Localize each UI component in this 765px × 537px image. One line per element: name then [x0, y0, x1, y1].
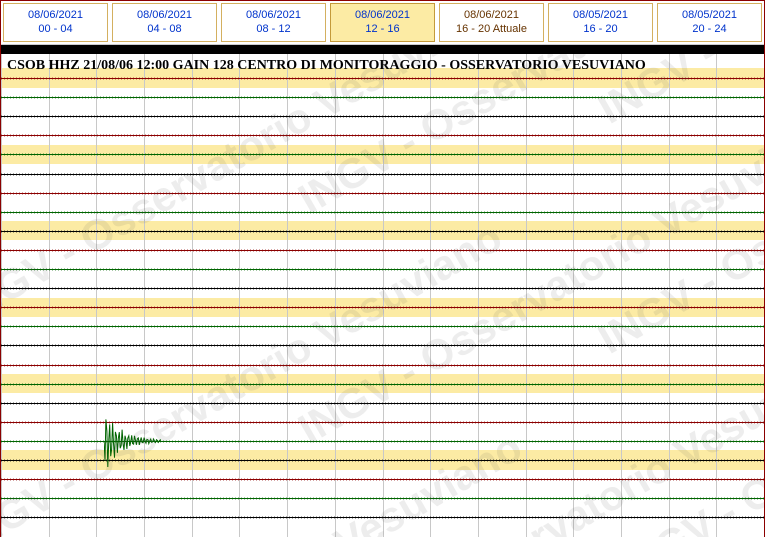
tab-range: 08 - 12 [256, 23, 290, 35]
trace-noise [1, 134, 764, 137]
time-tab[interactable]: 08/06/202108 - 12 [221, 3, 326, 42]
time-tab[interactable]: 08/06/202104 - 08 [112, 3, 217, 42]
time-tab[interactable]: 08/05/202120 - 24 [657, 3, 762, 42]
tab-date: 08/06/2021 [224, 8, 323, 22]
trace-noise [1, 249, 764, 252]
trace-noise [1, 478, 764, 481]
trace-noise [1, 516, 764, 519]
seismic-event [104, 407, 161, 475]
trace-noise [1, 211, 764, 214]
trace-noise [1, 77, 764, 80]
seismogram-area: CSOB HHZ 21/08/06 12:00 GAIN 128 CENTRO … [1, 54, 764, 537]
tab-range: 16 - 20 [583, 23, 617, 35]
tab-current-label: Attuale [493, 23, 527, 35]
time-tabs: 08/06/202100 - 0408/06/202104 - 0808/06/… [1, 1, 764, 45]
tab-date: 08/06/2021 [115, 8, 214, 22]
trace-noise [1, 153, 764, 156]
trace-noise [1, 192, 764, 195]
time-tab[interactable]: 08/06/202116 - 20 Attuale [439, 3, 544, 42]
trace-noise [1, 344, 764, 347]
trace-noise [1, 325, 764, 328]
tab-date: 08/05/2021 [551, 8, 650, 22]
trace-noise [1, 287, 764, 290]
seismogram-title: CSOB HHZ 21/08/06 12:00 GAIN 128 CENTRO … [7, 58, 646, 74]
divider-bar [1, 45, 764, 54]
trace-noise [1, 268, 764, 271]
trace-noise [1, 115, 764, 118]
tab-date: 08/06/2021 [6, 8, 105, 22]
trace-noise [1, 383, 764, 386]
tab-date: 08/05/2021 [660, 8, 759, 22]
trace-noise [1, 402, 764, 405]
tab-range: 12 - 16 [365, 23, 399, 35]
time-tab[interactable]: 08/06/202112 - 16 [330, 3, 435, 42]
time-tab[interactable]: 08/05/202116 - 20 [548, 3, 653, 42]
trace-noise [1, 230, 764, 233]
seismogram-frame: 08/06/202100 - 0408/06/202104 - 0808/06/… [0, 0, 765, 537]
tab-date: 08/06/2021 [333, 8, 432, 22]
trace-noise [1, 173, 764, 176]
trace-noise [1, 497, 764, 500]
tab-date: 08/06/2021 [442, 8, 541, 22]
time-tab[interactable]: 08/06/202100 - 04 [3, 3, 108, 42]
seismic-traces [1, 54, 764, 537]
tab-range: 04 - 08 [147, 23, 181, 35]
tab-range: 16 - 20 [456, 23, 490, 35]
trace-noise [1, 306, 764, 309]
tab-range: 00 - 04 [38, 23, 72, 35]
tab-range: 20 - 24 [692, 23, 726, 35]
trace-noise [1, 96, 764, 99]
trace-noise [1, 364, 764, 367]
